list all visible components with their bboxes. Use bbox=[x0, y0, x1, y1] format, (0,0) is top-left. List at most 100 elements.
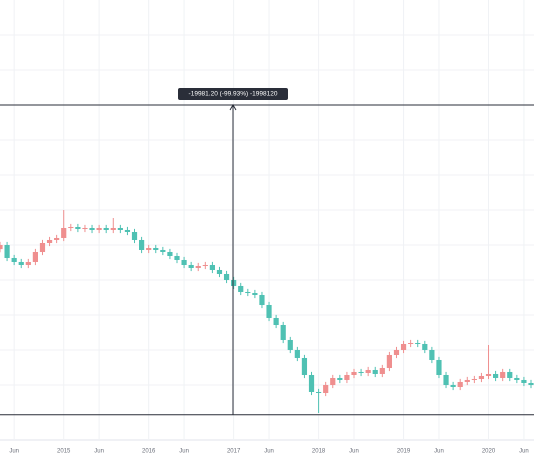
candle bbox=[386, 351, 392, 372]
candle bbox=[358, 368, 364, 377]
candle bbox=[521, 376, 527, 387]
candle bbox=[351, 368, 357, 379]
candle-body bbox=[61, 227, 67, 238]
candle bbox=[500, 368, 506, 382]
candle-body bbox=[400, 343, 407, 350]
candle bbox=[365, 366, 371, 377]
candle-body bbox=[464, 379, 470, 382]
candle-body bbox=[82, 227, 88, 229]
grid bbox=[0, 34, 534, 386]
candle-body bbox=[167, 251, 173, 256]
candle bbox=[422, 340, 428, 354]
candle-body bbox=[223, 273, 230, 280]
candle bbox=[39, 239, 46, 256]
candle-body bbox=[202, 264, 208, 266]
candle-body bbox=[103, 227, 109, 230]
candle-body bbox=[450, 384, 456, 387]
x-tick-label: Jun bbox=[179, 449, 189, 455]
candle-body bbox=[429, 349, 435, 360]
candle bbox=[82, 224, 88, 233]
candle-body bbox=[330, 377, 336, 385]
measure-label-box bbox=[178, 88, 288, 101]
candle bbox=[139, 236, 145, 254]
candle bbox=[216, 266, 223, 278]
candle-body bbox=[528, 382, 534, 385]
candle bbox=[131, 228, 138, 244]
candle bbox=[18, 258, 24, 269]
candle-body bbox=[139, 239, 145, 250]
candle bbox=[507, 368, 513, 382]
candle-body bbox=[308, 374, 315, 392]
candle-body bbox=[231, 279, 237, 286]
candle bbox=[471, 375, 477, 384]
candle-body bbox=[245, 291, 251, 293]
candle-body bbox=[316, 391, 322, 393]
candle-body bbox=[259, 294, 265, 305]
candle bbox=[11, 254, 17, 266]
candle-body bbox=[39, 242, 46, 252]
x-tick-label: Jun bbox=[264, 449, 274, 455]
candle-body bbox=[436, 359, 442, 375]
candle-body bbox=[96, 227, 102, 230]
candle-body bbox=[209, 264, 215, 270]
candle-body bbox=[146, 247, 152, 250]
candle bbox=[330, 374, 336, 389]
candle bbox=[485, 344, 492, 380]
candle-body bbox=[195, 265, 201, 268]
candle-body bbox=[273, 317, 279, 325]
candle bbox=[528, 379, 534, 389]
measure-label: -19981.20 (-99.93%) -1998120 bbox=[189, 91, 278, 98]
candle bbox=[153, 244, 159, 254]
candle-body bbox=[25, 261, 31, 265]
candle-body bbox=[160, 249, 166, 252]
candle bbox=[493, 370, 499, 382]
candle-body bbox=[153, 247, 159, 250]
candle-body bbox=[0, 244, 3, 250]
candle-body bbox=[443, 374, 449, 385]
candle bbox=[408, 339, 414, 348]
candle-body bbox=[75, 226, 81, 229]
x-tick-label: 2020 bbox=[482, 449, 496, 455]
candle-body bbox=[507, 371, 513, 378]
candle bbox=[96, 224, 102, 234]
candle-body bbox=[216, 269, 223, 274]
candle bbox=[25, 258, 31, 269]
x-tick-label: 2016 bbox=[142, 449, 156, 455]
candle bbox=[344, 371, 350, 384]
candle-body bbox=[131, 231, 138, 240]
candle bbox=[273, 314, 279, 329]
candle bbox=[450, 381, 456, 391]
candle bbox=[457, 378, 463, 391]
candle-body bbox=[422, 343, 428, 350]
candle-body bbox=[238, 285, 244, 292]
candle-body bbox=[110, 227, 116, 230]
candle-body bbox=[18, 261, 24, 265]
candle-body bbox=[117, 227, 123, 230]
candle bbox=[252, 289, 258, 299]
candle bbox=[202, 261, 208, 270]
candle bbox=[379, 364, 385, 378]
candle bbox=[181, 256, 187, 269]
candle bbox=[400, 340, 407, 354]
candle bbox=[32, 248, 38, 266]
candle bbox=[75, 223, 81, 233]
candle bbox=[54, 234, 60, 244]
candle-body bbox=[471, 378, 477, 380]
candle bbox=[61, 209, 67, 242]
candle-body bbox=[408, 342, 414, 344]
candle-body bbox=[32, 251, 38, 262]
x-tick-label: Jun bbox=[434, 449, 444, 455]
candle bbox=[301, 354, 308, 379]
x-tick-label: Jun bbox=[349, 449, 359, 455]
candle-body bbox=[181, 259, 187, 265]
candle-body bbox=[415, 342, 421, 344]
candle bbox=[117, 224, 123, 234]
candle-body bbox=[68, 226, 74, 228]
candle-body bbox=[386, 354, 392, 368]
candle bbox=[4, 241, 10, 262]
candle-body bbox=[379, 367, 385, 374]
candle bbox=[231, 276, 237, 290]
candle bbox=[209, 261, 215, 274]
candle-body bbox=[521, 379, 527, 383]
candle bbox=[89, 224, 95, 234]
